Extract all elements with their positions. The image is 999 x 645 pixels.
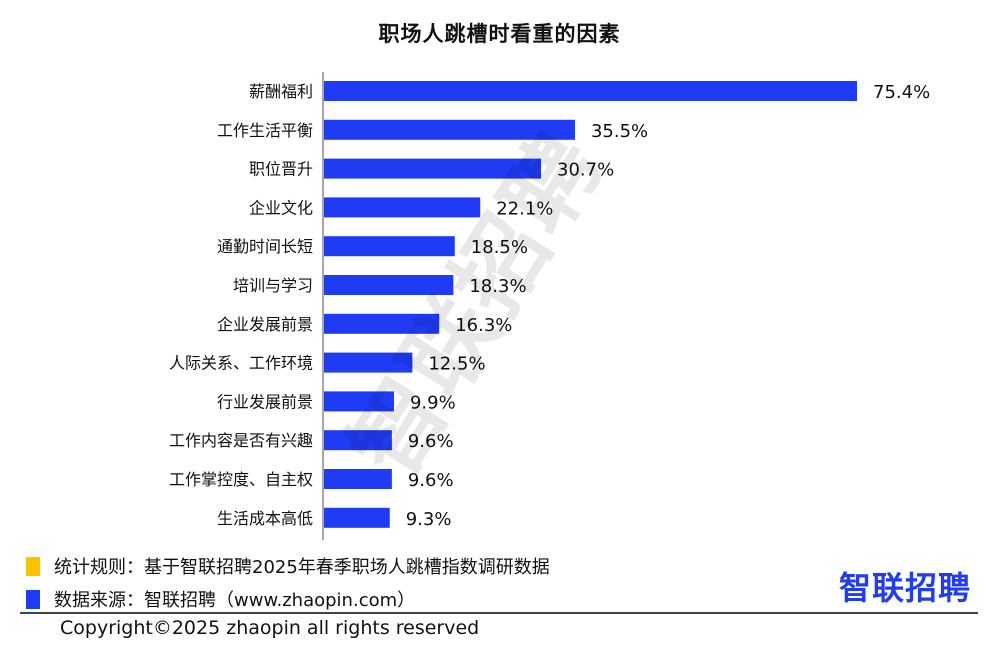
bar — [324, 391, 394, 412]
bar — [324, 430, 392, 451]
bar — [324, 275, 454, 295]
bar — [324, 313, 440, 334]
bar-value-label: 18.5% — [471, 237, 528, 258]
chart-title: 职场人跳槽时看重的因素 — [378, 22, 621, 46]
bar — [324, 507, 390, 528]
bar-value-label: 30.7% — [557, 160, 614, 181]
legend-item-rule: 统计规则：基于智联招聘2025年春季职场人跳槽指数调研数据 — [26, 553, 550, 579]
bar — [324, 469, 392, 489]
bar-value-label: 9.9% — [410, 392, 456, 413]
bar-value-label: 9.6% — [408, 470, 454, 491]
category-label: 通勤时间长短 — [217, 237, 313, 256]
legend-item-source: 数据来源：智联招聘（www.zhaopin.com） — [26, 586, 415, 612]
category-label: 薪酬福利 — [249, 82, 313, 101]
bar-value-label: 22.1% — [496, 198, 553, 219]
legend-swatch-yellow — [26, 556, 40, 576]
category-label: 企业文化 — [249, 198, 313, 217]
bar — [324, 158, 542, 179]
footer: 统计规则：基于智联招聘2025年春季职场人跳槽指数调研数据 数据来源：智联招聘（… — [0, 540, 999, 645]
category-label: 行业发展前景 — [217, 392, 313, 411]
category-label: 企业发展前景 — [217, 315, 313, 334]
bar — [324, 352, 413, 373]
bar — [324, 119, 575, 140]
bar-value-label: 9.6% — [408, 431, 454, 452]
footer-divider — [20, 612, 978, 614]
category-label: 人际关系、工作环境 — [169, 354, 313, 373]
category-label: 工作掌控度、自主权 — [169, 470, 313, 489]
bar-value-label: 75.4% — [873, 82, 930, 103]
bar-value-label: 18.3% — [469, 276, 526, 297]
legend-text-source: 数据来源：智联招聘（www.zhaopin.com） — [54, 590, 416, 611]
bar-chart: 薪酬福利 75.4% 工作生活平衡 35.5% 职位晋升 30.7% 企业文化 22.1% 通勤… — [169, 72, 930, 540]
category-label: 职位晋升 — [249, 160, 313, 179]
category-label: 生活成本高低 — [217, 509, 313, 528]
legend-text-rule: 统计规则：基于智联招聘2025年春季职场人跳槽指数调研数据 — [54, 557, 550, 578]
category-label: 工作生活平衡 — [217, 121, 313, 140]
bar — [324, 197, 481, 218]
category-label: 工作内容是否有兴趣 — [169, 431, 313, 450]
bar-value-label: 9.3% — [406, 509, 452, 530]
copyright-text: Copyright©2025 zhaopin all rights reserv… — [60, 617, 480, 639]
brand-logo: 智联招聘 — [838, 569, 971, 607]
bar-value-label: 12.5% — [428, 354, 485, 375]
bar — [324, 236, 455, 257]
category-label: 培训与学习 — [233, 276, 313, 295]
bar-value-label: 16.3% — [455, 315, 512, 336]
legend-swatch-blue — [26, 589, 40, 609]
bar — [324, 81, 857, 101]
bar-value-label: 35.5% — [591, 121, 648, 142]
bars-layer: 薪酬福利 75.4% 工作生活平衡 35.5% 职位晋升 30.7% 企业文化 22.1% 通勤… — [169, 72, 930, 540]
